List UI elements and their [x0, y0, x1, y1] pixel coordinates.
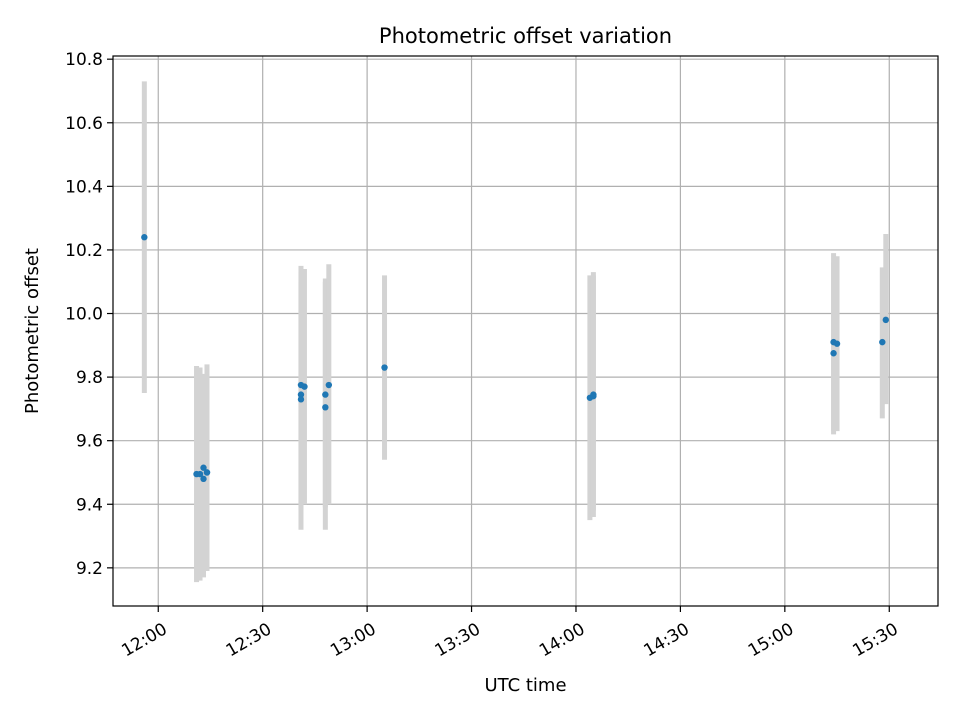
data-point [297, 396, 305, 403]
chart-title: Photometric offset variation [379, 24, 672, 48]
y-tick-label: 9.6 [76, 432, 103, 452]
data-point [833, 340, 841, 347]
y-tick-label: 9.4 [76, 495, 103, 515]
data-point [322, 404, 329, 411]
y-axis: 9.2 9.4 9.6 9.8 10.0 10.2 10.4 10.6 10.8 [65, 50, 113, 579]
plot-frame [112, 55, 939, 607]
grid [113, 56, 938, 606]
y-axis-title: Photometric offset [22, 248, 43, 414]
data-point [200, 464, 207, 471]
y-tick-label: 9.8 [76, 368, 103, 388]
data-point [325, 381, 333, 389]
y-tick-label: 10.2 [65, 241, 103, 261]
data-point [381, 364, 388, 371]
data-point [301, 383, 308, 390]
data-point [203, 469, 211, 476]
y-tick-label: 9.2 [76, 559, 103, 579]
data-point [200, 475, 207, 483]
y-tick-label: 10.6 [65, 114, 103, 134]
data-point [141, 234, 148, 241]
data-points [141, 234, 889, 483]
y-tick-label: 10.0 [65, 305, 103, 325]
data-point [882, 316, 889, 324]
data-point [322, 391, 329, 398]
data-point [590, 391, 597, 398]
data-point [297, 391, 305, 398]
data-point [879, 338, 886, 346]
y-tick-label: 10.4 [65, 177, 103, 197]
data-point [196, 470, 204, 478]
x-axis-title: UTC time [484, 675, 566, 696]
y-tick-label: 10.8 [65, 50, 103, 70]
data-point [830, 350, 837, 357]
